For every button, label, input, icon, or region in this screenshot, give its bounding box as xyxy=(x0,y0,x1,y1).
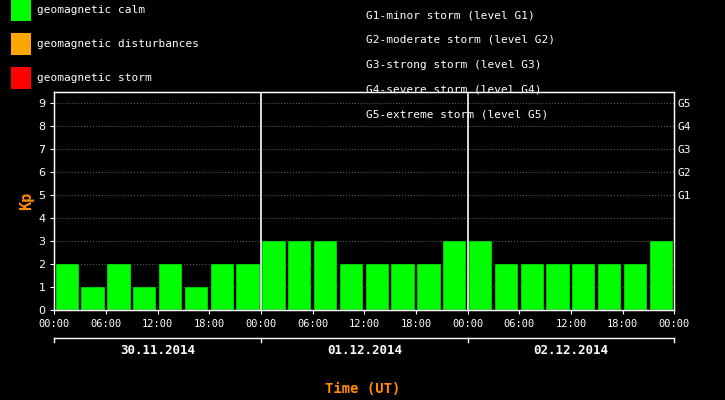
Bar xyxy=(365,264,389,310)
Bar xyxy=(314,241,337,310)
Bar xyxy=(572,264,595,310)
Bar xyxy=(185,287,208,310)
Bar xyxy=(81,287,104,310)
Bar xyxy=(107,264,130,310)
Text: 30.11.2014: 30.11.2014 xyxy=(120,344,195,357)
Bar xyxy=(211,264,234,310)
Bar xyxy=(624,264,647,310)
Text: geomagnetic calm: geomagnetic calm xyxy=(37,5,145,15)
Bar xyxy=(469,241,492,310)
Text: G4-severe storm (level G4): G4-severe storm (level G4) xyxy=(366,84,542,94)
Bar xyxy=(392,264,415,310)
Text: geomagnetic disturbances: geomagnetic disturbances xyxy=(37,39,199,49)
Bar xyxy=(236,264,260,310)
Bar xyxy=(521,264,544,310)
Bar xyxy=(418,264,441,310)
Bar xyxy=(598,264,621,310)
Text: G1-minor storm (level G1): G1-minor storm (level G1) xyxy=(366,10,535,20)
Text: G5-extreme storm (level G5): G5-extreme storm (level G5) xyxy=(366,109,548,119)
Bar xyxy=(340,264,363,310)
Bar xyxy=(288,241,311,310)
Bar xyxy=(159,264,182,310)
Text: 01.12.2014: 01.12.2014 xyxy=(327,344,402,357)
Text: 02.12.2014: 02.12.2014 xyxy=(534,344,608,357)
Y-axis label: Kp: Kp xyxy=(19,192,34,210)
Bar xyxy=(650,241,673,310)
Bar xyxy=(262,241,286,310)
Text: Time (UT): Time (UT) xyxy=(325,382,400,396)
Text: geomagnetic storm: geomagnetic storm xyxy=(37,73,152,83)
Bar xyxy=(133,287,157,310)
Text: G2-moderate storm (level G2): G2-moderate storm (level G2) xyxy=(366,35,555,45)
Bar xyxy=(56,264,79,310)
Bar xyxy=(547,264,570,310)
Bar xyxy=(443,241,466,310)
Bar xyxy=(494,264,518,310)
Text: G3-strong storm (level G3): G3-strong storm (level G3) xyxy=(366,60,542,70)
